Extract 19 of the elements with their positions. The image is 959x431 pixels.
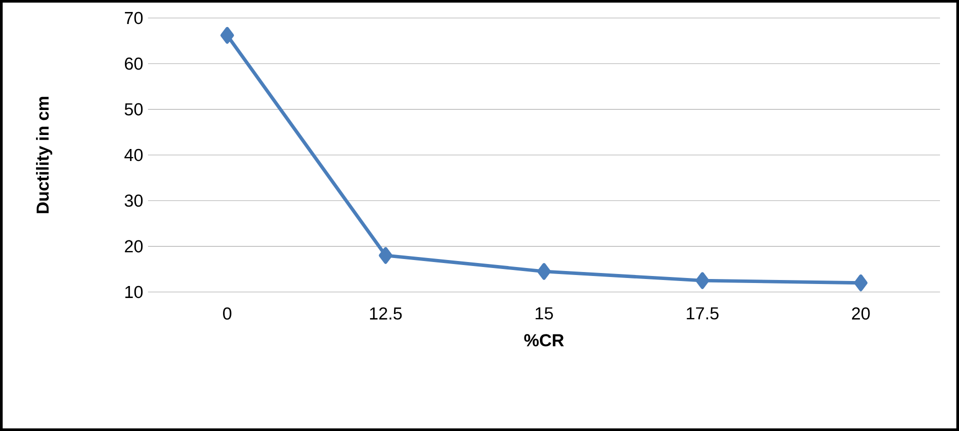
- y-axis-title: Ductility in cm: [36, 96, 52, 214]
- y-tick-label: 60: [124, 58, 143, 70]
- x-tick-label: 20: [852, 307, 870, 320]
- point: [220, 26, 234, 44]
- point: [854, 274, 868, 292]
- y-tick-label: 50: [124, 103, 143, 116]
- y-tick-label: 70: [124, 12, 143, 24]
- y-tick-label: 20: [124, 240, 143, 252]
- x-tick-label: 12.5: [370, 307, 402, 320]
- y-tick-label: 10: [125, 286, 143, 298]
- x-axis-title: %CR: [524, 334, 564, 346]
- y-tick-label: 30: [124, 194, 143, 207]
- point: [696, 272, 710, 289]
- x-tick-label: 17.5: [686, 307, 719, 320]
- x-tick-label: 0: [223, 307, 232, 320]
- point: [537, 263, 551, 280]
- x-tick-label: 15: [536, 307, 553, 320]
- point: [378, 247, 392, 264]
- y-tick-label: 40: [124, 148, 143, 162]
